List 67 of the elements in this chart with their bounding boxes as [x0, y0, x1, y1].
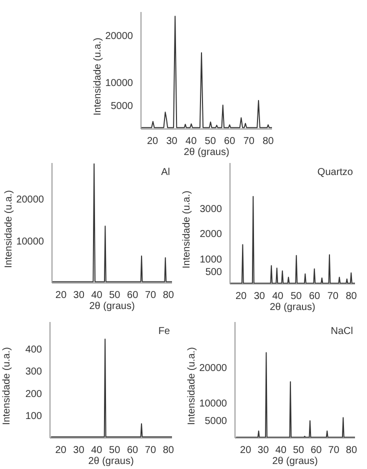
x-tick-label: 30	[73, 445, 85, 456]
x-axis-title: 2θ (graus)	[88, 456, 134, 467]
x-tick-label: 70	[243, 136, 255, 148]
y-tick-label: 20000	[199, 363, 228, 374]
line-series	[141, 16, 272, 128]
x-tick-label: 50	[292, 445, 305, 456]
y-tick-label: 2000	[200, 229, 222, 240]
y-tick-label: 100	[25, 411, 42, 422]
x-tick-label: 20	[55, 290, 67, 302]
y-axis-title: Intensidade (u.a.)	[4, 190, 15, 268]
x-tick-label: 60	[308, 291, 321, 302]
x-tick-label: 60	[224, 136, 236, 148]
x-tick-label: 50	[109, 445, 121, 456]
y-tick-label: 10000	[105, 78, 134, 89]
x-tick-label: 50	[204, 136, 216, 148]
x-tick-label: 70	[144, 290, 157, 302]
x-tick-label: 80	[346, 291, 358, 302]
y-tick-label: 1000	[200, 254, 222, 266]
x-tick-label: 80	[162, 445, 174, 456]
y-axis-title: Intensidade (u.a.)	[182, 190, 193, 268]
x-tick-label: 80	[346, 445, 358, 456]
x-tick-label: 60	[310, 445, 322, 456]
x-tick-label: 30	[258, 445, 270, 456]
text: NaCl	[330, 326, 353, 337]
x-tick-label: 40	[91, 445, 103, 456]
x-tick-label: 50	[290, 291, 302, 302]
x-tick-label: 60	[126, 445, 139, 456]
x-tick-label: 40	[91, 290, 103, 302]
x-axis-title: 2θ (graus)	[270, 302, 316, 313]
text: Quartzo	[317, 167, 353, 178]
y-axis-title: Intensidade (u.a.)	[186, 347, 198, 425]
y-axis-title: Intensidade (u.a.)	[2, 347, 13, 425]
y-tick-label: 10000	[16, 236, 44, 248]
x-tick-label: 60	[127, 290, 139, 302]
x-tick-label: 20	[235, 291, 248, 302]
x-tick-label: 40	[275, 445, 287, 456]
x-tick-label: 80	[262, 136, 274, 148]
x-tick-label: 80	[162, 290, 174, 302]
x-tick-label: 70	[328, 445, 340, 456]
y-tick-label: 300	[25, 366, 42, 378]
x-tick-label: 70	[144, 445, 156, 456]
y-tick-label: 10000	[199, 398, 228, 410]
line-series	[52, 163, 172, 282]
x-axis-title: 2θ (graus)	[89, 301, 135, 312]
x-tick-label: 20	[55, 445, 67, 456]
y-tick-label: 5000	[204, 416, 228, 427]
x-tick-label: 20	[146, 136, 159, 148]
y-tick-label: 5000	[110, 101, 134, 112]
x-tick-label: 40	[186, 136, 198, 148]
y-tick-label: 200	[25, 388, 42, 400]
text: Fe	[158, 326, 170, 337]
y-tick-label: 500	[205, 266, 222, 278]
x-tick-label: 40	[272, 291, 284, 302]
text: Al	[161, 167, 170, 178]
x-axis-title: 2θ (graus)	[184, 147, 230, 158]
y-axis-title: Intensidade (u.a.)	[92, 38, 104, 116]
y-tick-label: 3000	[200, 204, 222, 215]
x-tick-label: 30	[73, 290, 85, 302]
x-tick-label: 50	[109, 290, 121, 302]
y-tick-label: 20000	[16, 194, 44, 206]
x-tick-label: 30	[254, 291, 266, 302]
x-axis-title: 2θ (graus)	[272, 456, 318, 467]
x-tick-label: 30	[166, 136, 178, 148]
x-tick-label: 20	[240, 445, 252, 456]
x-tick-label: 70	[327, 291, 339, 302]
y-tick-label: 20000	[105, 30, 134, 42]
y-tick-label: 400	[25, 344, 42, 356]
